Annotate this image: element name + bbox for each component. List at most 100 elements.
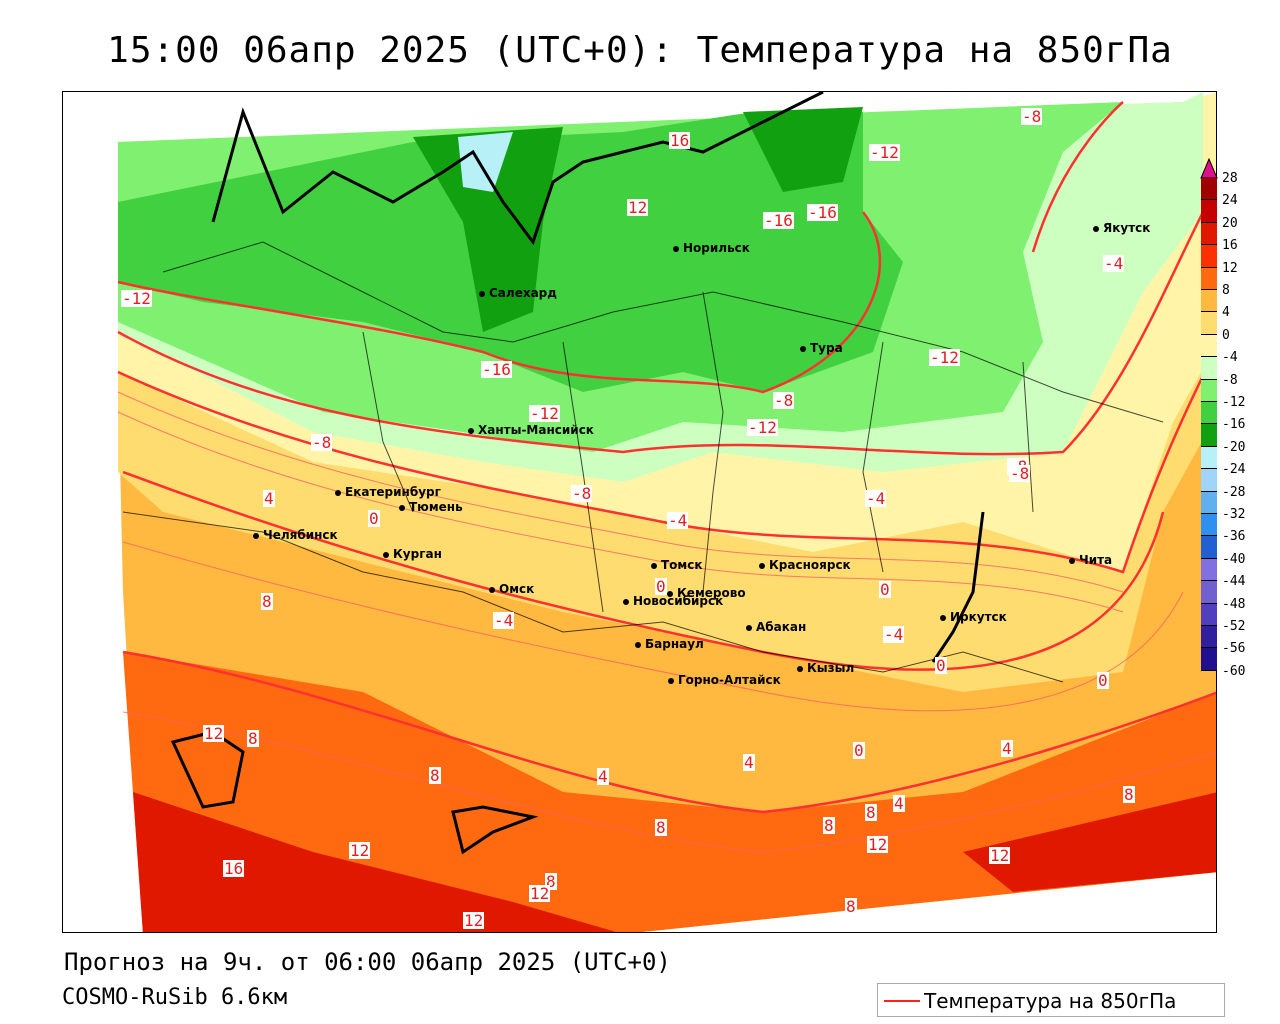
colorbar-segment — [1201, 446, 1217, 470]
city-name: Екатеринбург — [345, 485, 441, 499]
contour-value-label: 16 — [669, 131, 691, 150]
contour-value-label: -8 — [1009, 464, 1031, 483]
city-name: Тура — [810, 341, 843, 355]
colorbar-tick-label: -60 — [1222, 663, 1246, 679]
legend-label: Температура на 850гПа — [924, 989, 1177, 1013]
colorbar-tick-label: 24 — [1222, 193, 1238, 209]
contour-value-label: -16 — [807, 203, 838, 222]
contour-value-label: 4 — [893, 794, 905, 813]
colorbar-segment — [1201, 581, 1217, 604]
contour-value-label: 12 — [529, 884, 551, 903]
colorbar-segment — [1201, 312, 1217, 335]
contour-value-label: 8 — [545, 872, 557, 891]
city-dot-icon — [335, 489, 341, 496]
contour-value-label: 12 — [989, 846, 1011, 865]
contour-value-label: 8 — [845, 897, 857, 916]
colorbar-segment — [1201, 178, 1217, 201]
city-dot-icon — [635, 641, 641, 648]
colorbar-tick-label: 16 — [1222, 238, 1238, 254]
city-marker: Норильск — [673, 241, 750, 255]
colorbar-segment — [1201, 402, 1217, 425]
city-marker: Томск — [651, 558, 703, 572]
colorbar-segment — [1201, 626, 1217, 649]
city-name: Норильск — [683, 241, 750, 255]
colorbar-tick-label: -48 — [1222, 596, 1246, 612]
colorbar-segment — [1201, 603, 1217, 626]
colorbar-segment — [1201, 222, 1217, 246]
city-dot-icon — [759, 562, 765, 569]
city-marker: Кемерово — [667, 586, 746, 600]
contour-value-label: 8 — [865, 803, 877, 822]
city-name: Якутск — [1103, 221, 1151, 235]
city-marker: Тюмень — [399, 500, 463, 514]
colorbar-segment — [1201, 245, 1217, 268]
contour-value-label: 0 — [879, 580, 891, 599]
map-title: 15:00 06апр 2025 (UTC+0): Температура на… — [107, 30, 1173, 71]
colorbar-tick-label: -4 — [1222, 350, 1238, 366]
colorbar-segment — [1201, 379, 1217, 402]
colorbar-segment — [1201, 491, 1217, 514]
colorbar-overflow-arrow-icon — [1200, 158, 1218, 179]
city-name: Челябинск — [263, 528, 338, 542]
colorbar-segment — [1201, 469, 1217, 492]
city-dot-icon — [667, 590, 673, 597]
city-name: Кемерово — [677, 586, 746, 600]
city-marker: Челябинск — [253, 528, 338, 542]
contour-value-label: -12 — [121, 289, 152, 308]
colorbar-segment — [1201, 200, 1217, 223]
city-dot-icon — [1093, 225, 1099, 232]
contour-value-label: 12 — [867, 835, 889, 854]
contour-value-label: 12 — [627, 198, 649, 217]
city-name: Кызыл — [807, 661, 855, 675]
city-dot-icon — [746, 624, 752, 631]
contour-value-label: -4 — [493, 611, 515, 630]
contour-value-label: -4 — [865, 489, 887, 508]
temperature-map: Якутск Норильск Салехард Тура Ханты-Мансийск… — [62, 91, 1217, 933]
city-name: Иркутск — [950, 610, 1007, 624]
legend: Температура на 850гПа — [877, 983, 1225, 1017]
city-marker: Якутск — [1093, 221, 1150, 235]
contour-value-label: 12 — [203, 724, 225, 743]
city-name: Салехард — [489, 286, 557, 300]
city-name: Абакан — [756, 620, 807, 634]
contour-value-label: 0 — [1097, 671, 1109, 690]
colorbar-tick-label: -36 — [1222, 529, 1246, 545]
city-marker: Курган — [383, 547, 442, 561]
city-marker: Салехард — [479, 286, 557, 300]
forecast-info: Прогноз на 9ч. от 06:00 06апр 2025 (UTC+… — [64, 948, 671, 976]
contour-value-label: -8 — [1021, 107, 1043, 126]
city-dot-icon — [479, 290, 485, 297]
contour-value-label: 8 — [247, 729, 259, 748]
city-dot-icon — [797, 665, 803, 672]
city-marker: Горно-Алтайск — [668, 673, 781, 687]
colorbar-segment — [1201, 424, 1217, 447]
city-name: Ханты-Мансийск — [478, 423, 594, 437]
colorbar-tick-label: 20 — [1222, 215, 1238, 231]
contour-value-label: -12 — [869, 143, 900, 162]
city-dot-icon — [673, 245, 679, 252]
colorbar-tick-label: 0 — [1222, 327, 1230, 343]
city-marker: Красноярск — [759, 558, 851, 572]
colorbar-tick-label: -8 — [1222, 372, 1238, 388]
contour-value-label: 0 — [935, 656, 947, 675]
city-dot-icon — [651, 562, 657, 569]
contour-value-label: 8 — [655, 818, 667, 837]
contour-value-label: 0 — [368, 509, 380, 528]
colorbar-tick-label: -52 — [1222, 619, 1246, 634]
colorbar-tick-label: -44 — [1222, 574, 1246, 590]
colorbar-tick-label: 8 — [1222, 283, 1230, 298]
contour-value-label: -4 — [1103, 254, 1125, 273]
contour-value-label: -4 — [883, 625, 905, 644]
temperature-field — [63, 92, 1216, 932]
city-marker: Екатеринбург — [335, 485, 441, 499]
colorbar-segment — [1201, 536, 1217, 559]
contour-value-label: 12 — [463, 911, 485, 930]
city-marker: Чита — [1069, 553, 1112, 567]
colorbar-segment — [1201, 514, 1217, 537]
city-name: Горно-Алтайск — [678, 673, 781, 687]
city-marker: Иркутск — [940, 610, 1007, 624]
contour-value-label: 4 — [263, 489, 275, 508]
city-marker: Абакан — [746, 620, 806, 634]
contour-value-label: 4 — [597, 767, 609, 786]
colorbar-tick-label: 4 — [1222, 305, 1230, 321]
